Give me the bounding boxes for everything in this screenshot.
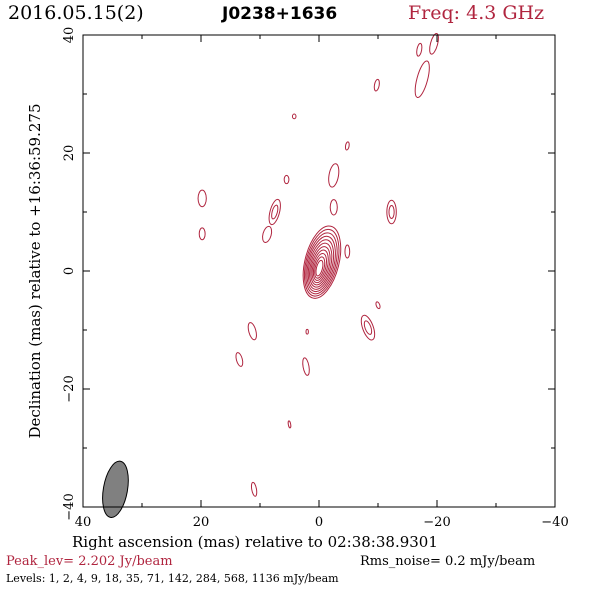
core-contour [314,256,326,279]
source-name: J0238+1636 [222,4,338,24]
y-tick-label: 0 [62,267,77,275]
core-contour [305,232,338,295]
epoch-date: 2016.05.15(2) [8,2,144,24]
contour-component [235,352,244,367]
contour-component [268,198,281,226]
contour-layer [197,33,439,497]
x-axis-label: Right ascension (mas) relative to 02:38:… [72,533,438,551]
contour-component [363,320,373,335]
core-contour [309,242,333,288]
contour-component [388,205,395,219]
y-axis-label: Declination (mas) relative to +16:36:59.… [26,103,44,438]
contour-component [414,60,430,99]
tick-labels: 40 20 0 −20 −40 −40 −20 0 20 40 [62,27,569,530]
plot-frame [82,34,556,508]
contour-component [416,42,423,57]
beam-ellipse [102,460,129,518]
core-contour [310,246,331,286]
core-contour [312,252,327,281]
x-tick-label: 40 [75,515,92,530]
core-contour [302,225,342,299]
contour-component [287,420,292,429]
peak-level-label: Peak_lev= 2.202 Jy/beam [6,554,173,569]
contour-component [375,301,381,310]
axis-ticks [82,34,556,508]
contour-component [247,322,257,341]
contour-component [373,78,380,92]
y-tick-label: −40 [62,493,77,520]
contour-component [283,174,290,185]
frequency-label: Freq: 4.3 GHz [408,2,545,24]
rms-noise-label: Rms_noise= 0.2 mJy/beam [360,554,536,569]
contour-component [302,357,310,376]
contour-component [250,481,258,497]
x-tick-label: −20 [423,515,450,530]
contour-component [291,113,297,120]
contour-component [344,244,351,259]
core-contour [315,259,324,277]
contour-levels-label: Levels: 1, 2, 4, 9, 18, 35, 71, 142, 284… [6,572,339,585]
x-tick-label: 20 [193,515,210,530]
y-tick-label: 20 [62,145,77,162]
contour-component [328,163,340,188]
x-tick-label: −40 [541,515,568,530]
core-contour [303,228,340,297]
contour-component [329,199,338,216]
y-tick-label: −20 [62,375,77,402]
x-tick-label: 0 [315,515,323,530]
contour-component [386,199,397,225]
core-contour [311,249,329,284]
contour-component [344,141,350,151]
contour-component [360,314,376,341]
contour-component [305,328,309,335]
beam-layer [102,460,129,518]
core-contour [306,235,336,293]
contour-component [262,225,273,243]
contour-component [198,227,206,241]
y-tick-label: 40 [62,27,77,44]
core-contour [307,239,335,290]
contour-component [197,189,207,208]
contour-component [429,33,439,55]
contour-component [271,204,279,220]
